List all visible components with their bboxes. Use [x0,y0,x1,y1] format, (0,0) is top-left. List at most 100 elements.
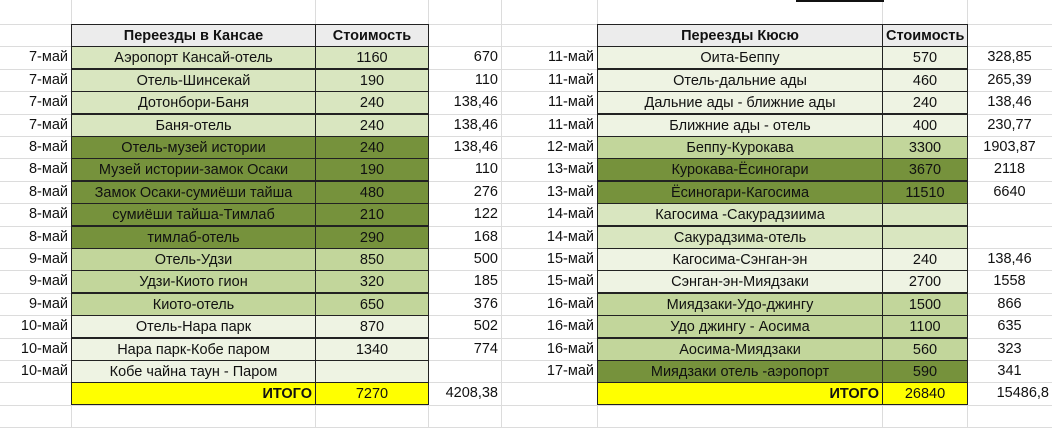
table-header-route[interactable]: Переезды Кюсю [597,24,883,47]
table-header-cost[interactable]: Стоимость [315,24,429,47]
converted-cost-cell[interactable]: 500 [473,251,498,267]
date-cell[interactable]: 7-май [28,117,68,133]
date-cell[interactable]: 10-май [20,341,68,357]
cost-cell[interactable]: 870 [315,315,429,338]
route-cell[interactable]: Беппу-Курокава [597,136,883,159]
route-cell[interactable]: Аэропорт Кансай-отель [71,46,316,69]
date-cell[interactable]: 7-май [28,72,68,88]
route-cell[interactable]: Отель-Шинсекай [71,69,316,92]
cost-cell[interactable]: 480 [315,181,429,204]
route-cell[interactable]: Ближние ады - отель [597,114,883,137]
converted-cost-cell[interactable]: 138,46 [453,117,498,133]
route-cell[interactable]: Миядзаки-Удо-джингу [597,293,883,316]
date-cell[interactable]: 10-май [20,318,68,334]
cost-cell[interactable]: 400 [882,114,968,137]
converted-cost-cell[interactable]: 138,46 [987,94,1032,110]
converted-cost-cell[interactable] [967,226,1052,249]
cost-cell[interactable]: 460 [882,69,968,92]
total-label[interactable]: ИТОГО [597,382,883,405]
route-cell[interactable]: Кагосима -Сакурадзиима [597,203,883,226]
converted-cost-cell[interactable]: 323 [997,341,1022,357]
route-cell[interactable]: Отель-музей истории [71,136,316,159]
converted-cost-cell[interactable]: 866 [997,296,1022,312]
converted-cost-cell[interactable]: 774 [473,341,498,357]
table-header-cost[interactable]: Стоимость [882,24,968,47]
date-cell[interactable]: 16-май [546,296,594,312]
converted-cost-cell[interactable]: 1903,87 [983,139,1036,155]
route-cell[interactable]: Миядзаки отель -аэропорт [597,360,883,383]
converted-cost-cell[interactable]: 502 [473,318,498,334]
route-cell[interactable]: Дотонбори-Баня [71,91,316,114]
route-cell[interactable]: Отель-Удзи [71,248,316,271]
date-cell[interactable]: 7-май [28,49,68,65]
cost-cell[interactable]: 1340 [315,338,429,361]
route-cell[interactable]: тимлаб-отель [71,226,316,249]
cost-cell[interactable]: 320 [315,270,429,293]
converted-cost-cell[interactable]: 138,46 [453,94,498,110]
cost-cell[interactable]: 2700 [882,270,968,293]
total-cost[interactable]: 7270 [315,382,429,405]
converted-cost-cell[interactable]: 341 [997,363,1022,379]
cost-cell[interactable]: 570 [882,46,968,69]
converted-cost-cell[interactable]: 2118 [993,161,1026,177]
converted-cost-cell[interactable]: 230,77 [987,117,1032,133]
route-cell[interactable]: Дальние ады - ближние ады [597,91,883,114]
converted-cost-cell[interactable]: 168 [473,229,498,245]
date-cell[interactable]: 12-май [546,139,594,155]
route-cell[interactable]: Сэнган-эн-Миядзаки [597,270,883,293]
route-cell[interactable]: Сакурадзима-отель [597,226,883,249]
date-cell[interactable]: 15-май [546,273,594,289]
route-cell[interactable]: Оита-Беппу [597,46,883,69]
route-cell[interactable]: Музей истории-замок Осаки [71,158,316,181]
cost-cell[interactable] [882,226,968,249]
cost-cell[interactable]: 190 [315,158,429,181]
date-cell[interactable]: 11-май [547,94,594,110]
cost-cell[interactable]: 650 [315,293,429,316]
converted-cost-cell[interactable]: 138,46 [453,139,498,155]
converted-cost-cell[interactable]: 110 [474,72,498,88]
cost-cell[interactable]: 1500 [882,293,968,316]
converted-cost-cell[interactable]: 6640 [993,184,1026,200]
cost-cell[interactable]: 240 [315,114,429,137]
total-converted-cost[interactable]: 4208,38 [445,385,498,401]
date-cell[interactable]: 7-май [28,94,68,110]
date-cell[interactable]: 8-май [28,139,68,155]
converted-cost-cell[interactable]: 265,39 [987,72,1032,88]
cost-cell[interactable]: 210 [315,203,429,226]
total-cost[interactable]: 26840 [882,382,968,405]
route-cell[interactable]: Отель-Нара парк [71,315,316,338]
converted-cost-cell[interactable]: 376 [473,296,498,312]
converted-cost-cell[interactable]: 138,46 [987,251,1032,267]
cost-cell[interactable] [882,203,968,226]
converted-cost-cell[interactable]: 328,85 [987,49,1032,65]
converted-cost-cell[interactable]: 122 [473,206,498,222]
cost-cell[interactable]: 1100 [882,315,968,338]
converted-cost-cell[interactable]: 276 [473,184,498,200]
route-cell[interactable]: Удзи-Киото гион [71,270,316,293]
cost-cell[interactable]: 240 [882,248,968,271]
date-cell[interactable]: 17-май [546,363,594,379]
converted-cost-cell[interactable]: 670 [473,49,498,65]
route-cell[interactable]: Замок Осаки-сумиёши тайша [71,181,316,204]
route-cell[interactable]: Отель-дальние ады [597,69,883,92]
cost-cell[interactable]: 240 [315,91,429,114]
route-cell[interactable]: Баня-отель [71,114,316,137]
date-cell[interactable]: 9-май [28,251,68,267]
cost-cell[interactable]: 1160 [315,46,429,69]
date-cell[interactable]: 14-май [546,206,594,222]
total-converted-cost[interactable]: 15486,8 [996,385,1049,401]
route-cell[interactable]: Кагосима-Сэнган-эн [597,248,883,271]
table-header-route[interactable]: Переезды в Кансае [71,24,316,47]
date-cell[interactable]: 8-май [28,206,68,222]
date-cell[interactable]: 11-май [547,72,594,88]
date-cell[interactable]: 11-май [547,117,594,133]
cost-cell[interactable]: 3300 [882,136,968,159]
route-cell[interactable]: Киото-отель [71,293,316,316]
date-cell[interactable]: 8-май [28,229,68,245]
converted-cost-cell[interactable] [428,360,501,383]
date-cell[interactable]: 8-май [28,184,68,200]
cost-cell[interactable]: 240 [882,91,968,114]
cost-cell[interactable]: 850 [315,248,429,271]
route-cell[interactable]: Нара парк-Кобе паром [71,338,316,361]
route-cell[interactable]: Ёсиногари-Кагосима [597,181,883,204]
